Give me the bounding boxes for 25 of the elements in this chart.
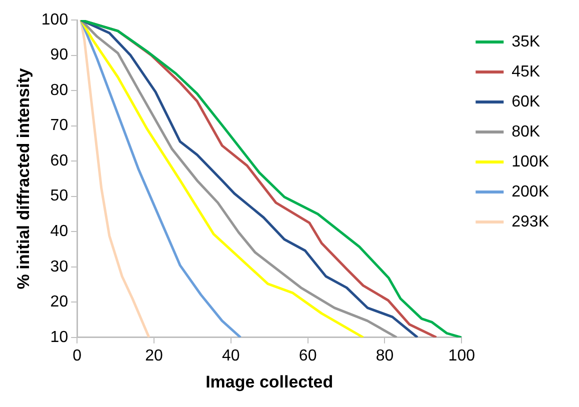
y-tick-label: 30 [50, 258, 68, 276]
y-tick-label: 90 [50, 46, 68, 64]
x-tick-label: 0 [72, 347, 82, 364]
y-tick-label: 70 [50, 117, 68, 134]
legend-label: 200K [512, 183, 550, 200]
x-tick-label: 40 [222, 347, 240, 364]
y-tick-label: 20 [50, 294, 68, 311]
legend-label: 100K [512, 153, 550, 170]
x-tick-label: 80 [376, 347, 394, 364]
legend-label: 80K [512, 123, 540, 140]
y-tick-label: 60 [50, 152, 68, 170]
y-tick-label: 40 [50, 223, 68, 240]
legend-label: 60K [512, 93, 540, 110]
y-tick-label: 50 [50, 188, 68, 205]
y-tick-label: 100 [41, 11, 68, 28]
legend-label: 45K [512, 63, 540, 80]
x-tick-label: 20 [145, 347, 164, 364]
legend-label: 35K [512, 33, 540, 50]
y-axis-title: % initial diffracted intensity [14, 68, 33, 290]
y-tick-label: 80 [50, 82, 68, 99]
x-tick-label: 100 [448, 347, 476, 364]
x-tick-label: 60 [298, 347, 317, 364]
y-tick-label: 10 [50, 328, 68, 346]
x-axis-title: Image collected [206, 372, 334, 392]
legend-label: 293K [512, 213, 550, 230]
